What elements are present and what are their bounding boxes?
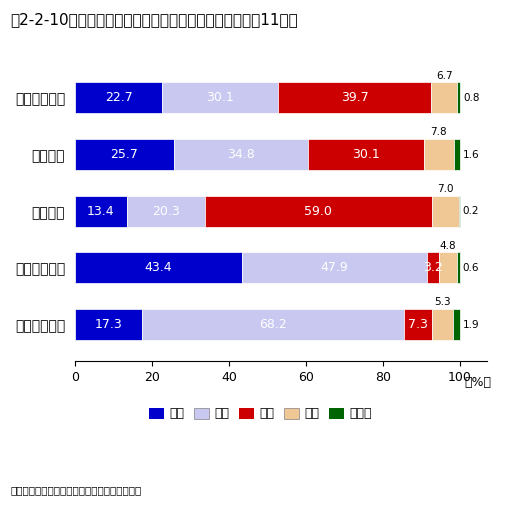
Text: 25.7: 25.7 <box>111 148 138 161</box>
Bar <box>431 82 457 114</box>
Text: 30.1: 30.1 <box>352 148 380 161</box>
Bar <box>459 195 460 227</box>
Text: 13.4: 13.4 <box>87 205 115 218</box>
Bar <box>75 309 141 340</box>
Bar <box>308 139 424 170</box>
Text: 1.9: 1.9 <box>463 320 480 330</box>
Bar <box>242 252 426 283</box>
Text: 47.9: 47.9 <box>320 262 348 274</box>
Bar <box>75 82 162 114</box>
Text: 43.4: 43.4 <box>144 262 172 274</box>
Text: 7.3: 7.3 <box>408 318 428 331</box>
Bar <box>162 82 278 114</box>
Text: 30.1: 30.1 <box>206 91 234 105</box>
Legend: 理学, 工学, 農学, 保健, その他: 理学, 工学, 農学, 保健, その他 <box>144 402 377 426</box>
Bar <box>75 195 127 227</box>
Bar <box>404 309 432 340</box>
Text: 22.7: 22.7 <box>105 91 132 105</box>
Bar <box>457 82 460 114</box>
Text: 68.2: 68.2 <box>259 318 287 331</box>
Bar <box>278 82 431 114</box>
Bar <box>424 139 454 170</box>
Text: 3.2: 3.2 <box>423 262 443 274</box>
Text: 4.8: 4.8 <box>440 240 456 250</box>
Text: 0.8: 0.8 <box>463 93 480 103</box>
Bar <box>205 195 432 227</box>
Bar <box>75 139 174 170</box>
Text: 34.8: 34.8 <box>227 148 255 161</box>
Text: 0.2: 0.2 <box>463 206 479 216</box>
Bar <box>127 195 205 227</box>
Bar <box>75 252 242 283</box>
Text: 1.6: 1.6 <box>463 149 480 160</box>
Text: 第2-2-10図　研究機関の専門別研究者数の構成比（平成11年）: 第2-2-10図 研究機関の専門別研究者数の構成比（平成11年） <box>10 13 298 28</box>
Text: （%）: （%） <box>464 376 491 388</box>
Text: 資料：総務庁統計局「科学技術研究調査報告」: 資料：総務庁統計局「科学技術研究調査報告」 <box>10 485 141 495</box>
Bar <box>457 252 460 283</box>
Bar <box>439 252 457 283</box>
Text: 39.7: 39.7 <box>341 91 369 105</box>
Text: 17.3: 17.3 <box>94 318 122 331</box>
Bar <box>453 309 460 340</box>
Bar <box>432 309 453 340</box>
Text: 0.6: 0.6 <box>463 263 479 273</box>
Text: 7.8: 7.8 <box>430 127 447 137</box>
Bar <box>174 139 308 170</box>
Text: 20.3: 20.3 <box>152 205 179 218</box>
Text: 59.0: 59.0 <box>304 205 332 218</box>
Text: 7.0: 7.0 <box>437 184 454 194</box>
Bar <box>432 195 459 227</box>
Text: 6.7: 6.7 <box>436 71 452 81</box>
Bar <box>141 309 404 340</box>
Bar <box>454 139 460 170</box>
Bar <box>426 252 439 283</box>
Text: 5.3: 5.3 <box>434 297 451 307</box>
